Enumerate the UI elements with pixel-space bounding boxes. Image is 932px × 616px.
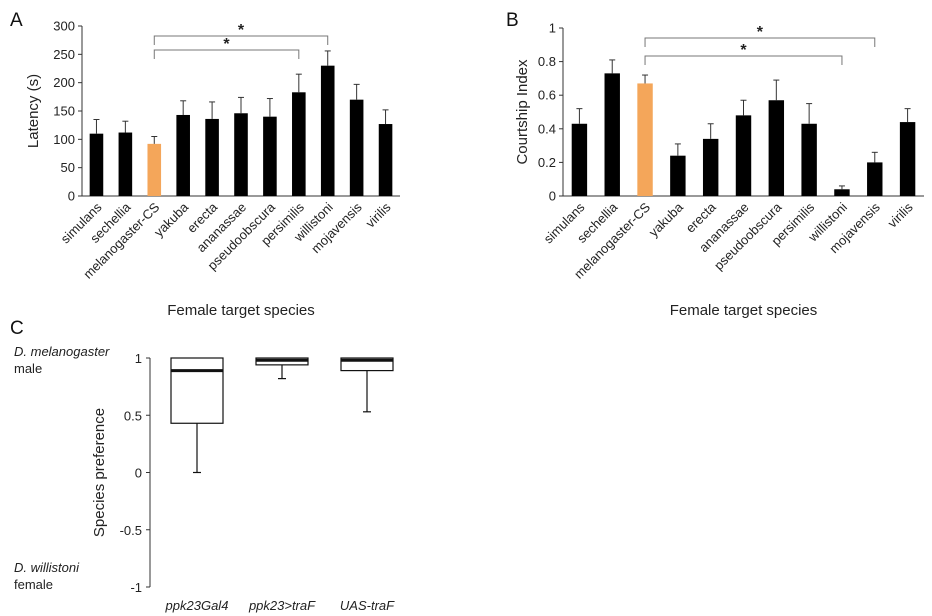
significance-star: * bbox=[757, 24, 764, 41]
bar-sechellia bbox=[118, 132, 133, 196]
x-tick-label: ppk23Gal4 bbox=[165, 598, 229, 613]
bottom-label-species: D. willistoni bbox=[14, 560, 80, 575]
bar-simulans bbox=[571, 123, 588, 196]
x-tick-label: yakuba bbox=[646, 199, 687, 240]
bar-melanogaster-CS bbox=[147, 143, 162, 196]
bar-erecta bbox=[205, 118, 219, 196]
significance-bracket bbox=[644, 37, 876, 47]
bar-ananassae bbox=[234, 113, 248, 196]
significance-star: * bbox=[238, 22, 245, 39]
panel-letter: C bbox=[10, 318, 24, 339]
y-tick-label: 0.2 bbox=[538, 155, 556, 170]
x-tick-label: UAS-traF bbox=[340, 598, 395, 613]
bar-persimilis bbox=[801, 123, 817, 196]
y-tick-label: 0.4 bbox=[538, 121, 556, 136]
bar-virilis bbox=[899, 122, 916, 196]
y-tick-label: 100 bbox=[53, 132, 75, 147]
bar-mojavensis bbox=[349, 99, 364, 196]
significance-bracket bbox=[153, 49, 300, 59]
panel-c: C -1 -0.5 0 0.5 1 ppk23Gal4 ppk23>traF UAS-traF S… bbox=[10, 318, 395, 613]
box-ppk23Gal4 bbox=[170, 357, 224, 424]
y-tick-label: 50 bbox=[61, 160, 75, 175]
y-tick-label: 150 bbox=[53, 104, 75, 119]
bar-pseudoobscura bbox=[768, 100, 785, 196]
y-tick-label: 0 bbox=[68, 189, 75, 204]
x-axis-title: Female target species bbox=[670, 302, 818, 319]
panel-letter: B bbox=[506, 10, 519, 31]
y-axis-title: Latency (s) bbox=[25, 74, 42, 148]
panel-b: B00.20.40.60.81simulanssechelliamelanoga… bbox=[506, 10, 924, 319]
x-axis-title: Female target species bbox=[167, 302, 315, 319]
significance-bracket bbox=[153, 35, 329, 45]
significance-star: * bbox=[223, 36, 230, 53]
bar-simulans bbox=[89, 133, 104, 196]
bar-ananassae bbox=[735, 115, 752, 196]
x-tick-label: virilis bbox=[363, 199, 394, 230]
y-tick-label: -1 bbox=[130, 580, 142, 595]
y-tick-label: 0.8 bbox=[538, 54, 556, 69]
panel-a: A050100150200250300simulanssechelliamela… bbox=[10, 10, 400, 319]
bar-virilis bbox=[378, 124, 393, 196]
bar-willistoni bbox=[834, 189, 850, 196]
bar-sechellia bbox=[604, 73, 620, 196]
bar-pseudoobscura bbox=[263, 116, 277, 196]
y-tick-label: 1 bbox=[549, 21, 556, 36]
x-tick-label: virilis bbox=[885, 199, 916, 230]
y-tick-label: 0.6 bbox=[538, 88, 556, 103]
y-axis-title: Courtship Index bbox=[514, 59, 531, 165]
y-tick-label: 0 bbox=[135, 466, 142, 481]
bar-erecta bbox=[702, 138, 719, 196]
bar-melanogaster-CS bbox=[637, 83, 653, 196]
top-label-sex: male bbox=[14, 361, 42, 376]
y-tick-label: 300 bbox=[53, 19, 75, 34]
bar-persimilis bbox=[292, 92, 306, 196]
bottom-label-sex: female bbox=[14, 577, 53, 592]
bar-willistoni bbox=[320, 65, 335, 197]
x-tick-label: ppk23>traF bbox=[248, 598, 316, 613]
panel-letter: A bbox=[10, 10, 23, 31]
y-tick-label: 200 bbox=[53, 75, 75, 90]
significance-bracket bbox=[644, 55, 843, 65]
y-tick-label: 0.5 bbox=[124, 408, 142, 423]
bar-mojavensis bbox=[867, 162, 883, 196]
significance-star: * bbox=[740, 42, 747, 59]
bar-yakuba bbox=[670, 155, 686, 196]
y-tick-label: 1 bbox=[135, 351, 142, 366]
bar-yakuba bbox=[176, 114, 190, 196]
y-axis-title: Species preference bbox=[91, 408, 108, 537]
y-tick-label: 0 bbox=[549, 189, 556, 204]
y-tick-label: -0.5 bbox=[120, 523, 142, 538]
y-tick-label: 250 bbox=[53, 47, 75, 62]
top-label-species: D. melanogaster bbox=[14, 344, 110, 359]
